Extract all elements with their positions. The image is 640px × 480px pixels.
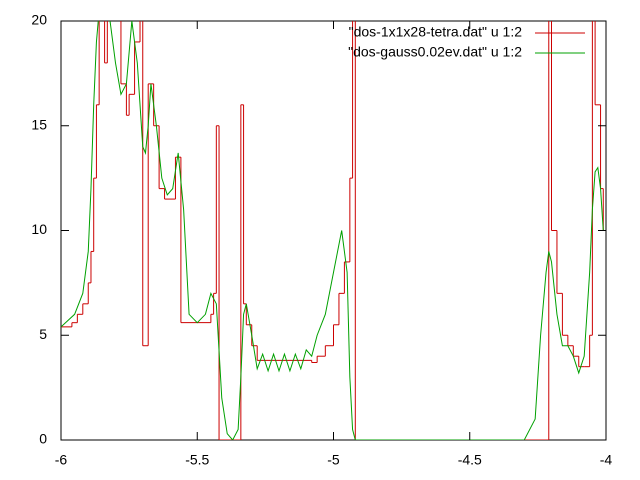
x-tick-label: -5 (327, 452, 340, 468)
y-tick-label: 10 (31, 221, 47, 237)
x-tick-label: -6 (55, 452, 68, 468)
x-tick-label: -5.5 (185, 452, 209, 468)
y-tick-label: 5 (39, 326, 47, 342)
plot-area (61, 21, 606, 440)
y-tick-label: 0 (39, 431, 47, 447)
x-tick-label: -4 (600, 452, 613, 468)
y-tick-label: 15 (31, 116, 47, 132)
legend-label: "dos-1x1x28-tetra.dat" u 1:2 (349, 24, 523, 40)
x-tick-label: -4.5 (458, 452, 482, 468)
y-tick-label: 20 (31, 12, 47, 28)
line (61, 21, 606, 440)
legend-label: "dos-gauss0.02ev.dat" u 1:2 (348, 44, 522, 60)
